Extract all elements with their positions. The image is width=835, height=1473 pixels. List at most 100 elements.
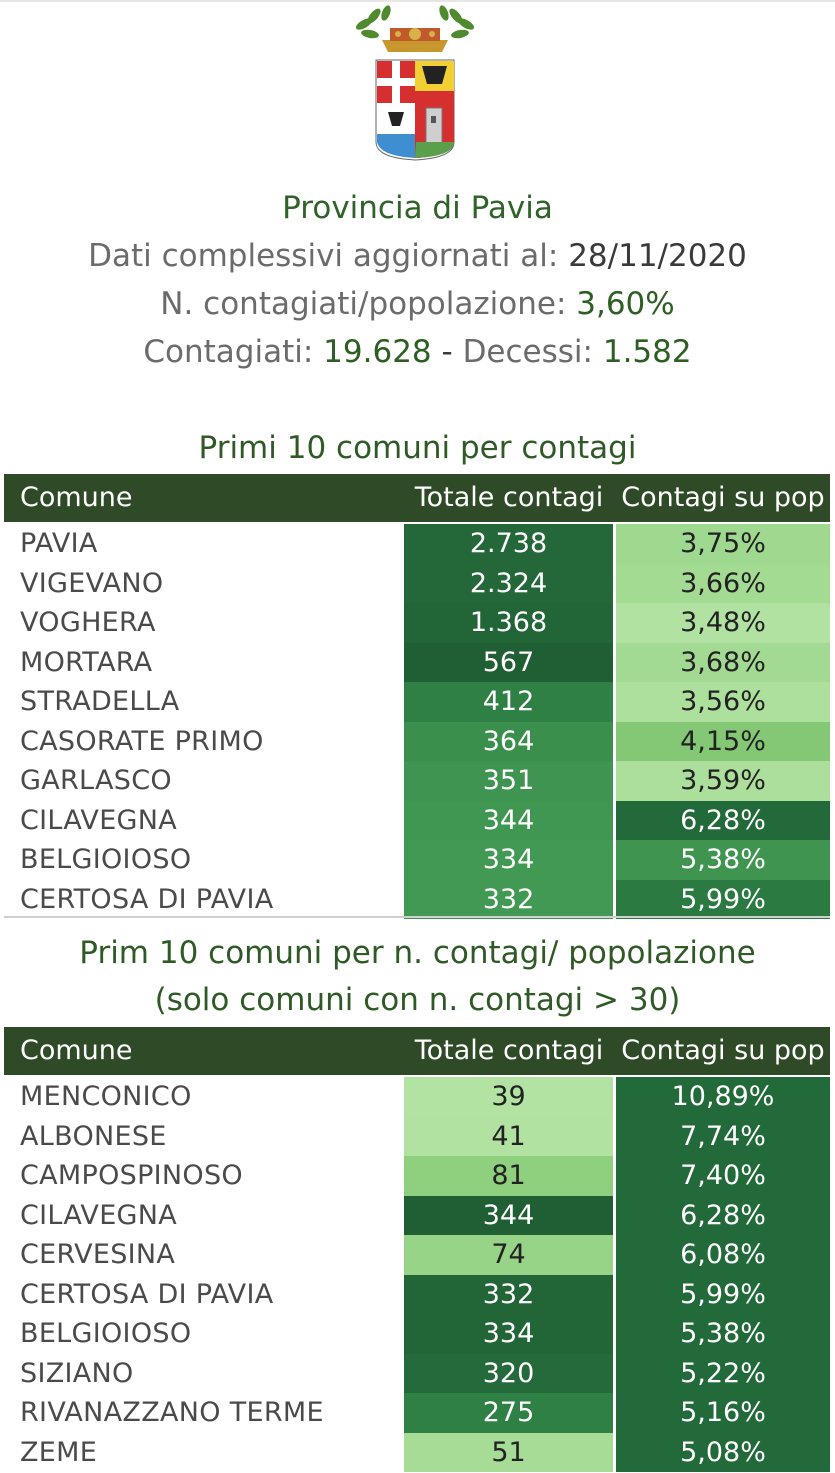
cell-contagi-su-pop: 5,38% (616, 1314, 830, 1355)
cell-comune: RIVANAZZANO TERME (20, 1393, 324, 1433)
cell-comune: BELGIOIOSO (20, 1314, 191, 1354)
cell-comune: CERTOSA DI PAVIA (20, 880, 273, 920)
cell-contagi-su-pop: 10,89% (616, 1077, 830, 1118)
column-header-pop: Contagi su pop (616, 474, 830, 522)
cell-comune: VIGEVANO (20, 564, 163, 604)
deaths-value: 1.582 (603, 334, 692, 370)
table2: Comune Totale contagi Contagi su pop MEN… (4, 1027, 830, 1472)
cell-contagi-su-pop: 5,99% (616, 880, 830, 921)
table1-bottom-border (4, 916, 830, 918)
cell-totale-contagi: 567 (404, 643, 613, 684)
cell-contagi-su-pop: 3,68% (616, 643, 830, 684)
cell-comune: CASORATE PRIMO (20, 722, 264, 762)
cases-separator: - (442, 334, 453, 370)
cell-totale-contagi: 74 (404, 1235, 613, 1276)
cell-totale-contagi: 344 (404, 801, 613, 842)
cases-line: Contagiati: 19.628 - Decessi: 1.582 (0, 334, 835, 370)
cell-comune: CILAVEGNA (20, 801, 177, 841)
cell-comune: CILAVEGNA (20, 1196, 177, 1236)
cell-totale-contagi: 2.738 (404, 524, 613, 565)
cell-contagi-su-pop: 6,28% (616, 801, 830, 842)
ratio-line: N. contagiati/popolazione: 3,60% (0, 286, 835, 322)
cell-comune: CERTOSA DI PAVIA (20, 1275, 273, 1315)
cell-totale-contagi: 334 (404, 1314, 613, 1355)
table2-header: Comune Totale contagi Contagi su pop (4, 1027, 830, 1075)
table1: Comune Totale contagi Contagi su pop PAV… (4, 474, 830, 919)
cell-contagi-su-pop: 6,08% (616, 1235, 830, 1276)
cell-comune: BELGIOIOSO (20, 840, 191, 880)
cell-comune: PAVIA (20, 524, 98, 564)
table1-title: Primi 10 comuni per contagi (0, 430, 835, 466)
updated-label: Dati complessivi aggiornati al: (88, 238, 558, 274)
cell-totale-contagi: 412 (404, 682, 613, 723)
cases-label: Contagiati: (143, 334, 313, 370)
column-header-totale: Totale contagi (404, 1027, 614, 1075)
cell-comune: GARLASCO (20, 761, 172, 801)
cell-totale-contagi: 39 (404, 1077, 613, 1118)
updated-line: Dati complessivi aggiornati al: 28/11/20… (0, 238, 835, 274)
cell-comune: ZEME (20, 1433, 97, 1473)
top-divider (0, 0, 835, 2)
cell-contagi-su-pop: 6,28% (616, 1196, 830, 1237)
cell-contagi-su-pop: 3,56% (616, 682, 830, 723)
cell-contagi-su-pop: 3,75% (616, 524, 830, 565)
table1-header: Comune Totale contagi Contagi su pop (4, 474, 830, 522)
table2-title-line2: (solo comuni con n. contagi > 30) (0, 982, 835, 1018)
cell-comune: ALBONESE (20, 1117, 167, 1157)
cell-totale-contagi: 275 (404, 1393, 613, 1434)
updated-date: 28/11/2020 (568, 238, 747, 274)
cell-totale-contagi: 332 (404, 1275, 613, 1316)
cell-totale-contagi: 41 (404, 1117, 613, 1158)
table2-title-line1: Prim 10 comuni per n. contagi/ popolazio… (0, 935, 835, 971)
cell-totale-contagi: 320 (404, 1354, 613, 1395)
column-header-comune: Comune (20, 474, 133, 522)
province-title: Provincia di Pavia (0, 190, 835, 226)
cell-contagi-su-pop: 7,40% (616, 1156, 830, 1197)
column-header-pop: Contagi su pop (616, 1027, 830, 1075)
province-coat-of-arms-logo (350, 4, 480, 164)
cell-comune: SIZIANO (20, 1354, 134, 1394)
cell-contagi-su-pop: 5,22% (616, 1354, 830, 1395)
cell-totale-contagi: 334 (404, 840, 613, 881)
cell-comune: STRADELLA (20, 682, 180, 722)
cell-totale-contagi: 2.324 (404, 564, 613, 605)
cell-contagi-su-pop: 5,99% (616, 1275, 830, 1316)
column-header-totale: Totale contagi (404, 474, 614, 522)
cell-comune: MENCONICO (20, 1077, 192, 1117)
cell-contagi-su-pop: 5,08% (616, 1433, 830, 1473)
cell-totale-contagi: 364 (404, 722, 613, 763)
deaths-label: Decessi: (463, 334, 593, 370)
cell-comune: VOGHERA (20, 603, 156, 643)
cell-comune: CAMPOSPINOSO (20, 1156, 243, 1196)
cell-comune: MORTARA (20, 643, 152, 683)
cell-totale-contagi: 51 (404, 1433, 613, 1473)
cell-comune: CERVESINA (20, 1235, 175, 1275)
cell-totale-contagi: 332 (404, 880, 613, 921)
ratio-value: 3,60% (576, 286, 674, 322)
cell-contagi-su-pop: 3,59% (616, 761, 830, 802)
cell-totale-contagi: 81 (404, 1156, 613, 1197)
ratio-label: N. contagiati/popolazione: (160, 286, 566, 322)
cell-contagi-su-pop: 5,38% (616, 840, 830, 881)
cell-contagi-su-pop: 4,15% (616, 722, 830, 763)
cases-value: 19.628 (323, 334, 431, 370)
